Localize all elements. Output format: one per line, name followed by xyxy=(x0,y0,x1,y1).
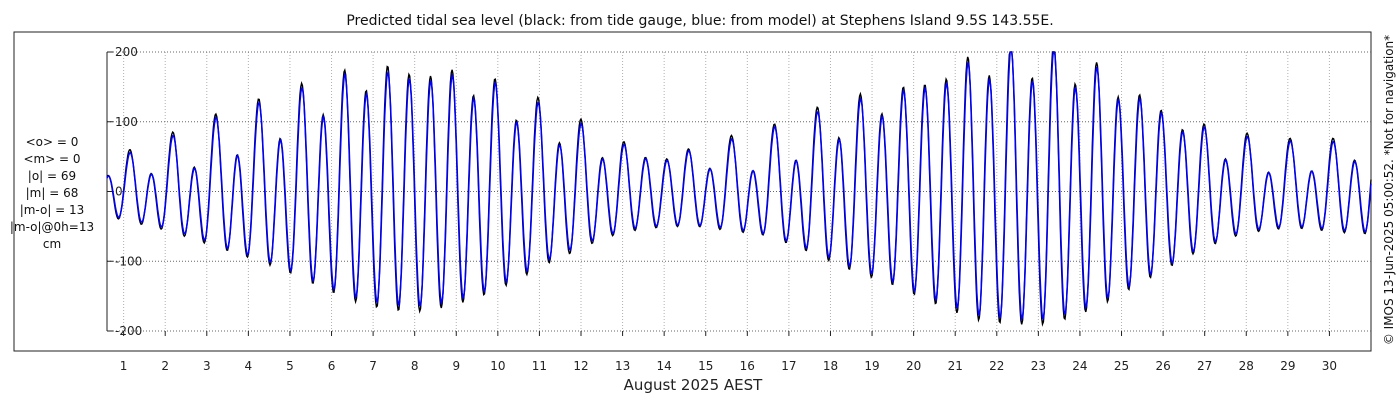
x-tick-label: 26 xyxy=(1155,359,1170,373)
x-tick-label: 3 xyxy=(203,359,211,373)
x-tick-label: 19 xyxy=(864,359,879,373)
x-tick-label: 20 xyxy=(906,359,921,373)
stat-line: <m> = 0 xyxy=(23,152,80,166)
stat-line: |m-o| = 13 xyxy=(20,203,85,217)
x-tick-label: 17 xyxy=(781,359,796,373)
x-axis: 1 2 3 4 5 6 7 8 9 10 11 12 13 14 15 16 17 18 19 20 21 22 23 24 2… xyxy=(120,331,1337,373)
stats-panel: <o> = 0 <m> = 0 |o| = 69 |m| = 68 |m-o| = 13… xyxy=(10,135,94,251)
x-tick-label: 5 xyxy=(286,359,294,373)
series-lines xyxy=(106,51,1372,327)
x-tick-label: 10 xyxy=(490,359,505,373)
x-tick-label: 2 xyxy=(161,359,169,373)
x-tick-label: 16 xyxy=(740,359,755,373)
chart-title: Predicted tidal sea level (black: from t… xyxy=(346,13,1053,29)
x-tick-label: 11 xyxy=(532,359,547,373)
y-tick-label: 200 xyxy=(115,45,138,59)
x-tick-label: 22 xyxy=(989,359,1004,373)
stat-line: cm xyxy=(43,237,61,251)
x-tick-label: 4 xyxy=(245,359,253,373)
x-tick-label: 23 xyxy=(1031,359,1046,373)
x-tick-label: 21 xyxy=(948,359,963,373)
stat-line: |o| = 69 xyxy=(28,169,76,183)
x-tick-label: 12 xyxy=(573,359,588,373)
stat-line: |m| = 68 xyxy=(26,186,79,200)
x-tick-label: 29 xyxy=(1280,359,1295,373)
x-tick-label: 18 xyxy=(823,359,838,373)
y-tick-label: -200 xyxy=(115,324,142,338)
x-axis-label: August 2025 AEST xyxy=(624,376,763,394)
x-tick-label: 25 xyxy=(1114,359,1129,373)
x-tick-label: 1 xyxy=(120,359,128,373)
x-tick-label: 8 xyxy=(411,359,419,373)
y-tick-label: -100 xyxy=(115,254,142,268)
copyright-note: © IMOS 13-Jun-2025 05:00:52. *Not for na… xyxy=(1382,35,1396,345)
y-tick-label: 0 xyxy=(115,185,123,199)
x-tick-label: 7 xyxy=(369,359,377,373)
x-tick-label: 28 xyxy=(1239,359,1254,373)
y-tick-label: 100 xyxy=(115,115,138,129)
x-tick-label: 13 xyxy=(615,359,630,373)
x-tick-label: 9 xyxy=(452,359,460,373)
stat-line: <o> = 0 xyxy=(26,135,79,149)
model-tide-line xyxy=(106,51,1372,322)
stat-line: |m-o|@0h=13 xyxy=(10,220,94,234)
x-tick-label: 24 xyxy=(1072,359,1087,373)
x-tick-label: 30 xyxy=(1322,359,1337,373)
y-axis: -200 -100 0 100 200 xyxy=(107,45,142,338)
x-tick-label: 27 xyxy=(1197,359,1212,373)
x-tick-label: 6 xyxy=(328,359,336,373)
x-tick-label: 15 xyxy=(698,359,713,373)
x-tick-label: 14 xyxy=(657,359,672,373)
